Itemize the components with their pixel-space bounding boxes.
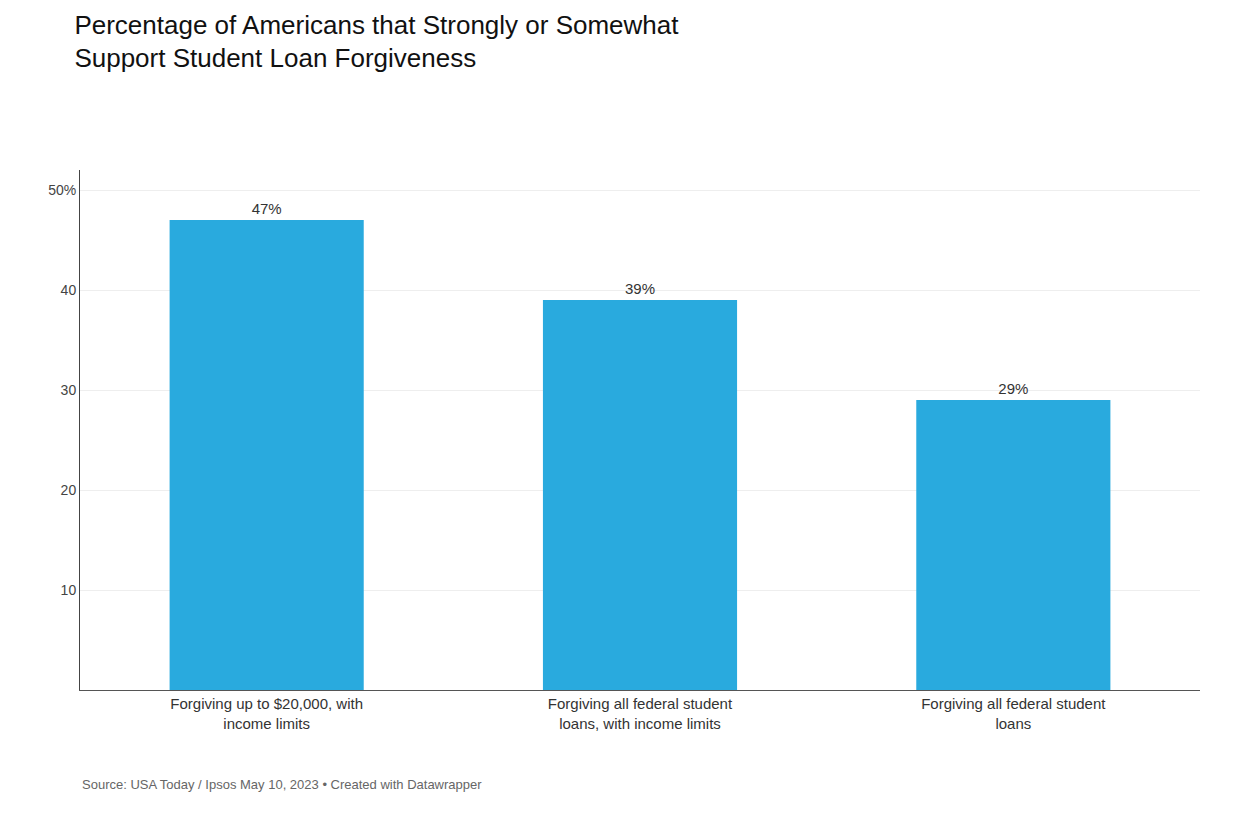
svg-text:20: 20 [61,482,77,498]
svg-text:30: 30 [61,382,77,398]
svg-text:50%: 50% [48,182,76,198]
svg-text:Percentage of Americans that S: Percentage of Americans that Strongly or… [74,10,679,74]
svg-text:39%: 39% [625,280,655,297]
svg-text:Forgiving up to $20,000, withi: Forgiving up to $20,000, withincome limi… [170,695,363,732]
svg-text:Source: USA Today / Ipsos May: Source: USA Today / Ipsos May 10, 2023 •… [82,777,482,792]
svg-text:29%: 29% [998,380,1028,397]
svg-text:Forgiving all federal studentl: Forgiving all federal studentloans, with… [548,695,733,732]
svg-text:10: 10 [61,582,77,598]
svg-text:47%: 47% [252,200,282,217]
svg-text:Forgiving all federal studentl: Forgiving all federal studentloans [921,695,1106,732]
svg-text:40: 40 [61,282,77,298]
